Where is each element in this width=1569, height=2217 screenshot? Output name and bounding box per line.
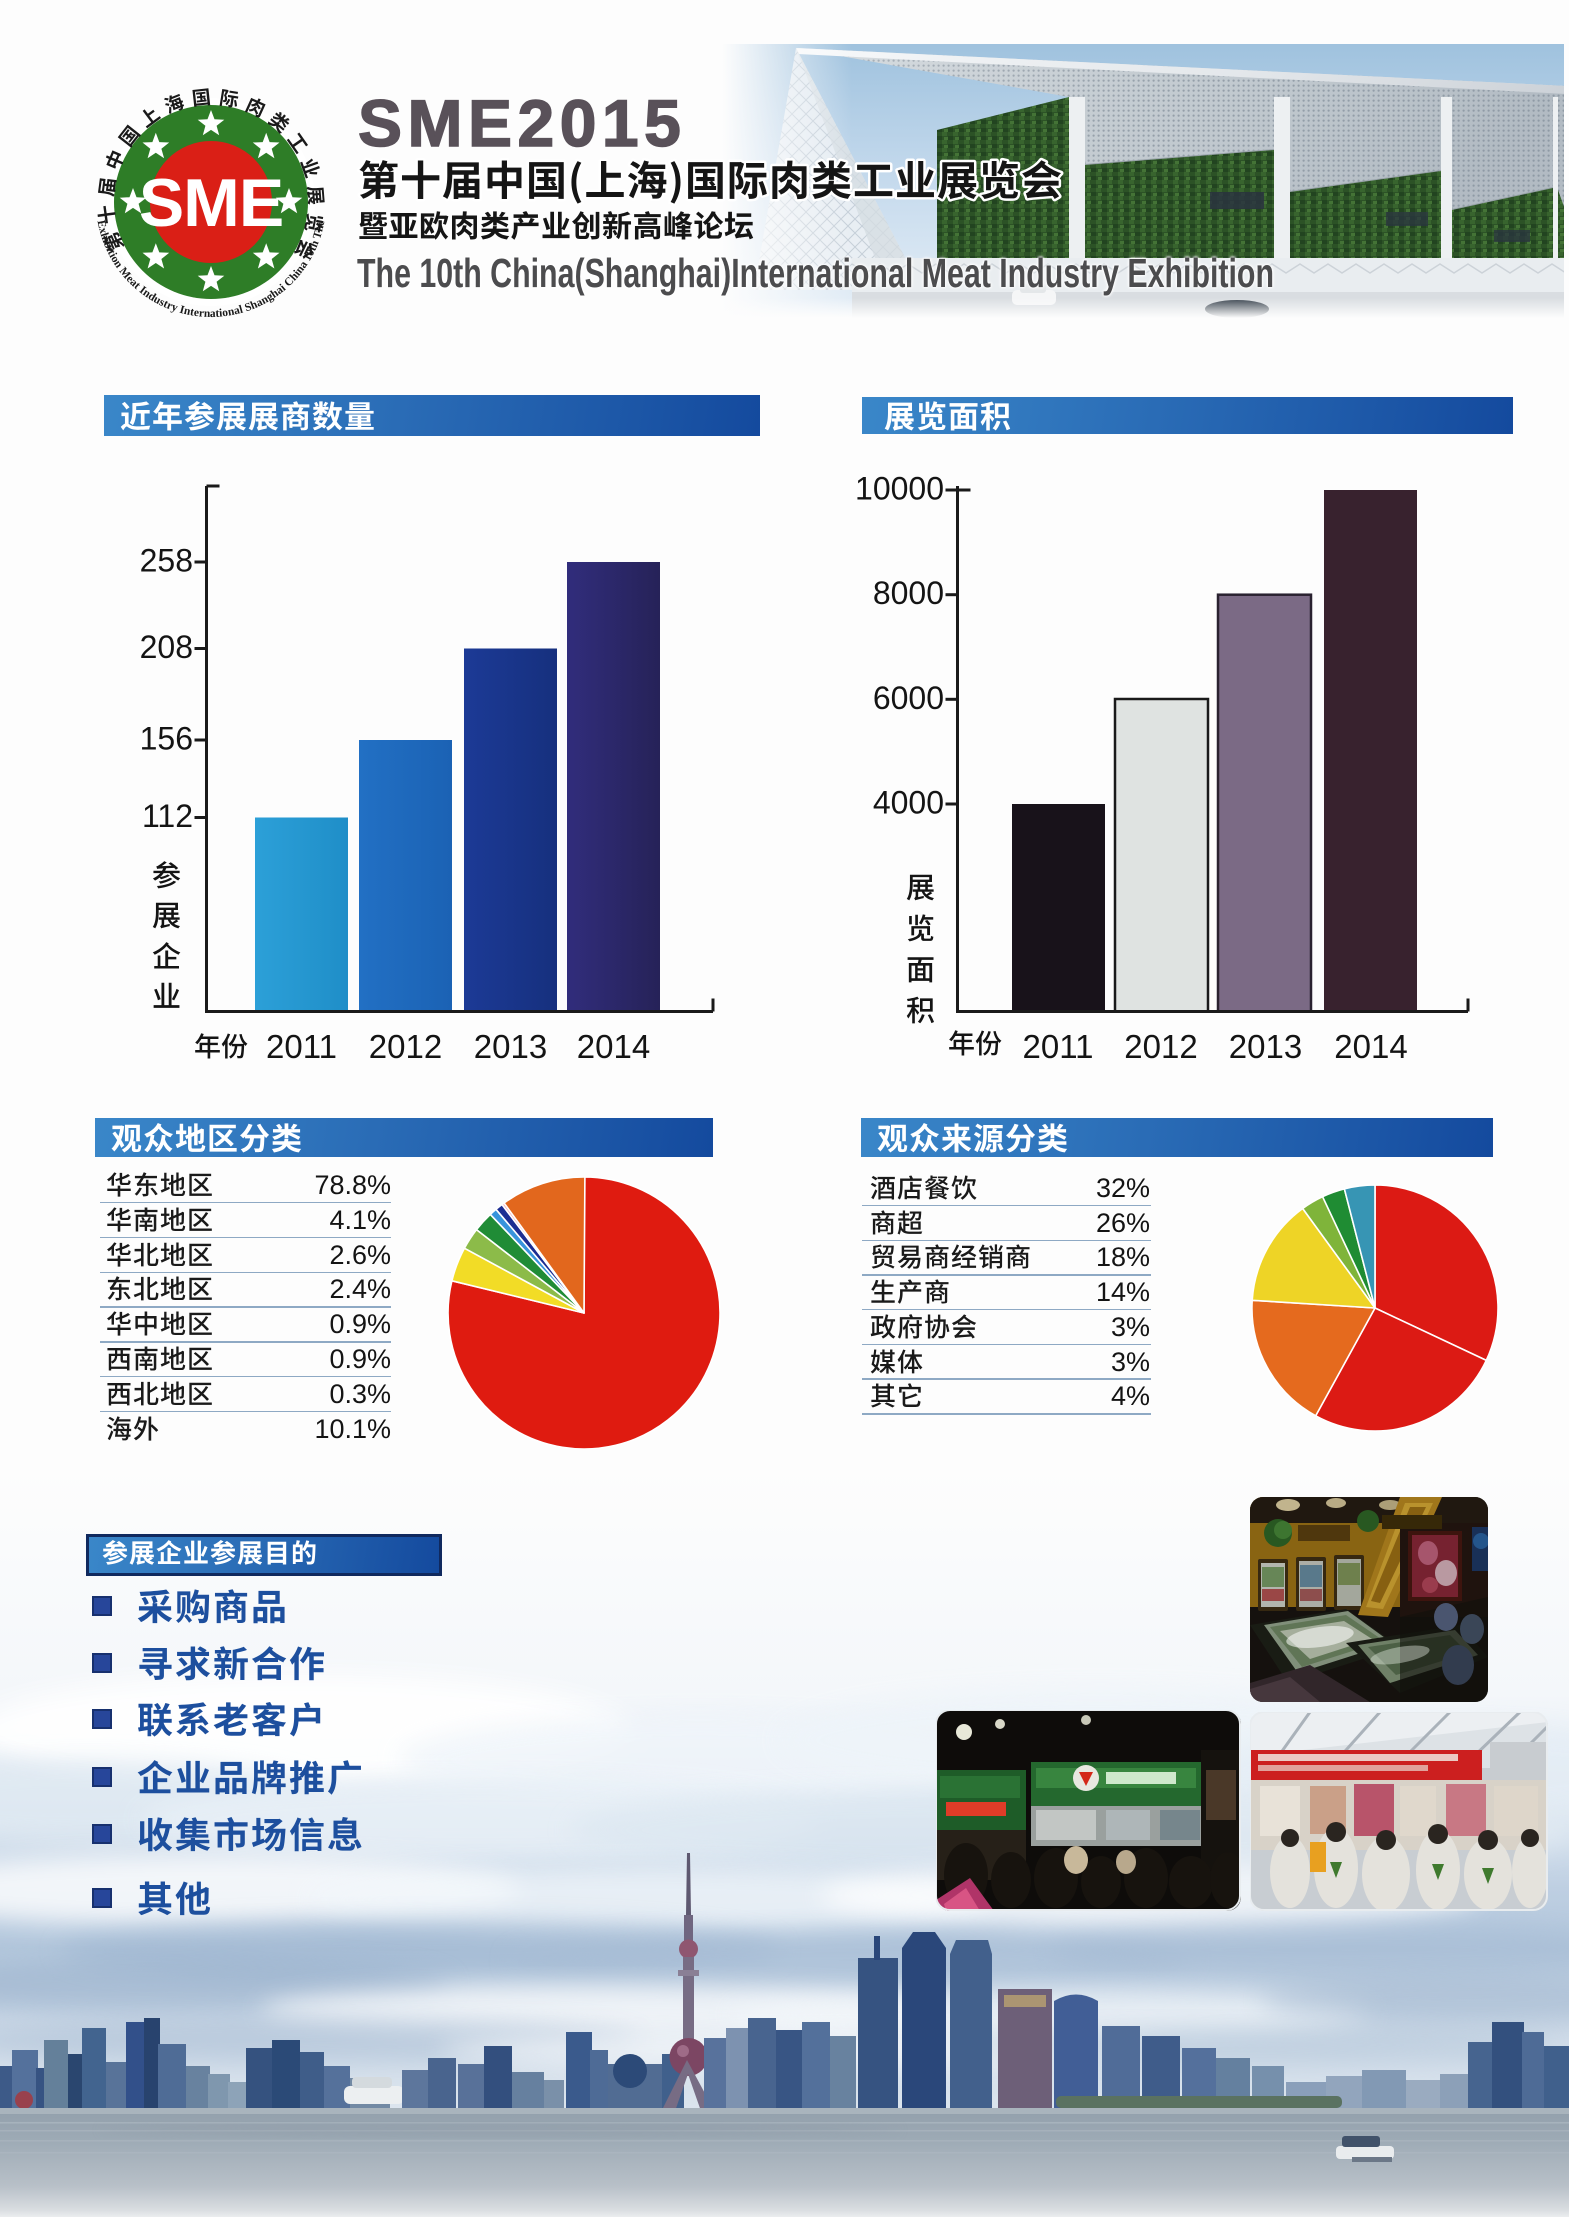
svg-text:10000: 10000	[855, 470, 944, 506]
svg-text:SME: SME	[139, 165, 283, 241]
svg-text:2012: 2012	[1124, 1028, 1197, 1065]
svg-text:2014: 2014	[577, 1028, 650, 1065]
svg-text:258: 258	[140, 542, 193, 578]
svg-text:156: 156	[140, 720, 193, 756]
svg-text:6000: 6000	[873, 680, 944, 716]
svg-text:8000: 8000	[873, 575, 944, 611]
svg-text:2013: 2013	[474, 1028, 547, 1065]
svg-text:4000: 4000	[873, 784, 944, 820]
svg-text:2011: 2011	[266, 1028, 337, 1065]
svg-text:2011: 2011	[1023, 1028, 1094, 1065]
svg-text:208: 208	[140, 629, 193, 665]
svg-text:2013: 2013	[1229, 1028, 1302, 1065]
svg-text:2014: 2014	[1334, 1028, 1407, 1065]
svg-text:2012: 2012	[369, 1028, 442, 1065]
svg-text:112: 112	[142, 798, 193, 834]
